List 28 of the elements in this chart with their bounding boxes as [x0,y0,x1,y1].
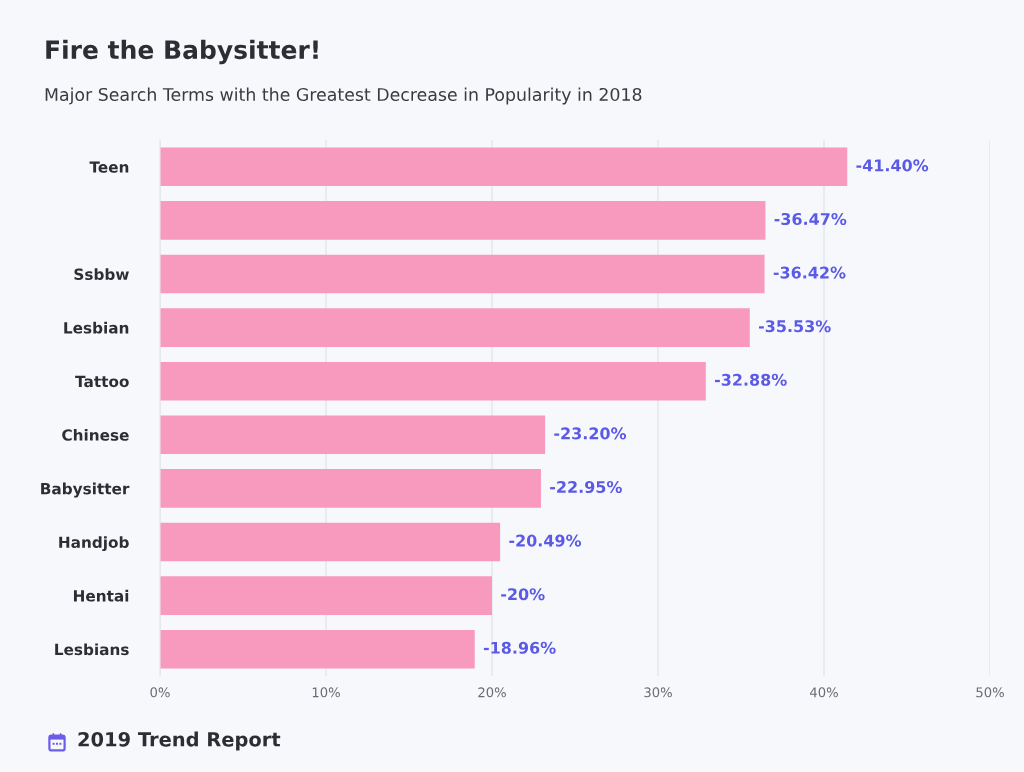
chart-title: Fire the Babysitter! [46,39,318,65]
y-tick-label: Ssbbw [74,268,129,281]
y-tick-label: Lesbian [64,321,129,334]
y-tick-label: Tattoo [75,375,129,388]
data-label: -41.40% [856,159,929,172]
data-label: -32.88% [714,373,787,386]
data-label: -36.47% [774,212,847,226]
text: 2019 Trend Report [78,731,281,751]
x-tick-label: 10% [312,687,340,698]
x-tick-label: 20% [478,687,506,698]
x-tick-label: 50% [976,687,1004,698]
y-tick-label: Hentai [73,589,129,602]
x-tick-label: 40% [809,687,838,698]
data-label: -22.95% [550,480,622,494]
data-label: -20.49% [509,534,582,547]
data-label: -35.53% [758,320,831,333]
data-label: -36.42% [773,266,846,279]
x-tick-label: 30% [644,687,672,698]
y-tick-label: Babysitter [41,482,130,498]
y-tick-label: Teen [89,161,129,173]
chart-subtitle: Major Search Terms with the Greatest Decrease in Popularity in 2018 [45,87,642,105]
y-tick-label: Lesbians [55,643,129,656]
data-label: -23.20% [554,427,627,440]
y-tick-label: Handjob [59,536,129,552]
x-tick-label: 0% [150,687,170,698]
y-tick-label: Chinese [62,429,129,441]
data-label: -20% [501,588,545,601]
data-label: -18.96% [483,641,556,654]
